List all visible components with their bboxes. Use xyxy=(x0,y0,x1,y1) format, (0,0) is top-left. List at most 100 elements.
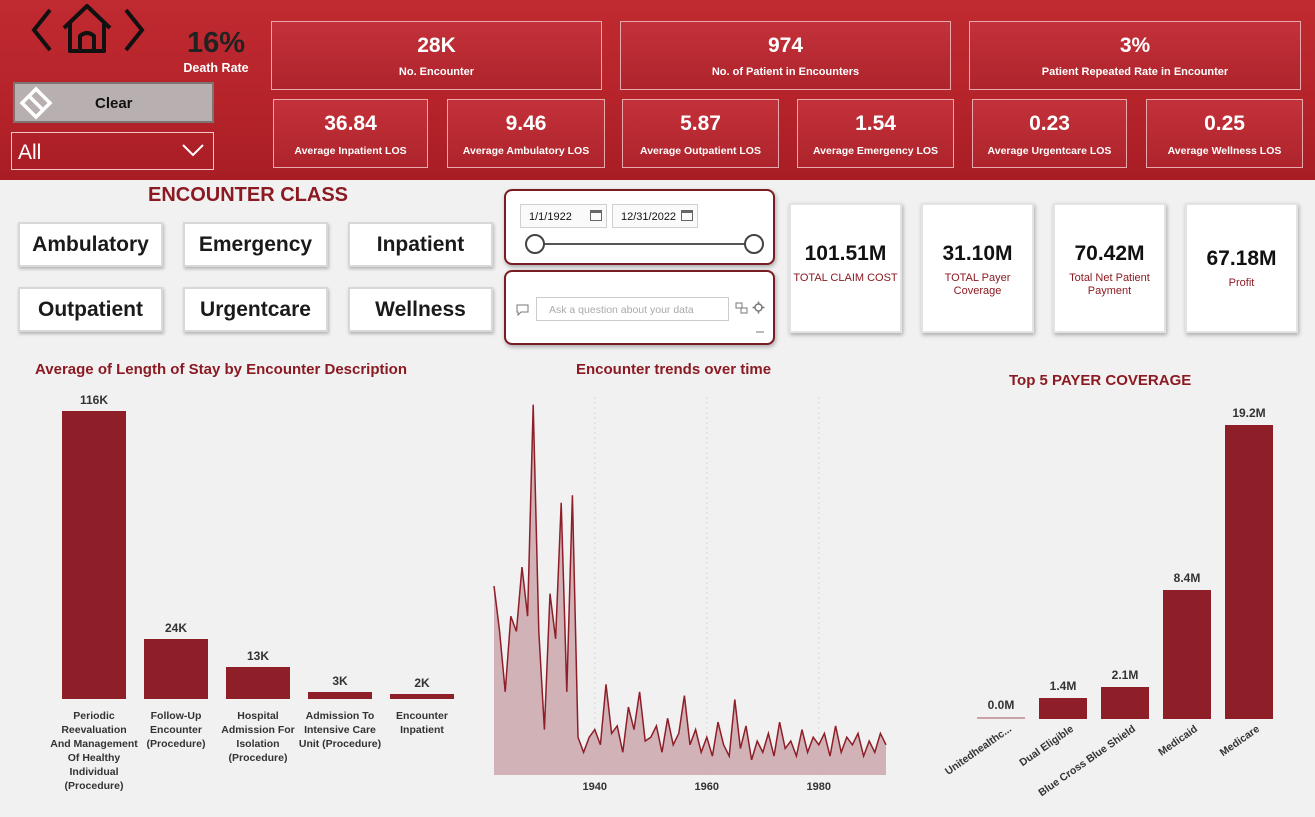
los-category-label: Admission To Intensive Care Unit (Proced… xyxy=(298,710,382,750)
trend-x-tick: 1960 xyxy=(695,781,719,793)
payer-category-label: Unitedhealthc... xyxy=(942,723,1014,778)
class-button-ambulatory[interactable]: Ambulatory xyxy=(18,222,163,267)
payer-bar[interactable] xyxy=(1225,425,1273,719)
kpi-label: Patient Repeated Rate in Encounter xyxy=(1041,66,1229,78)
class-button-inpatient[interactable]: Inpatient xyxy=(348,222,493,267)
kpi-value: 1.54 xyxy=(855,112,896,135)
calendar-icon xyxy=(681,210,693,221)
qa-placeholder: Ask a question about your data xyxy=(549,304,694,316)
card-label: TOTAL Payer Coverage xyxy=(944,272,1011,297)
kpi-no-patient: 974 No. of Patient in Encounters xyxy=(620,21,951,90)
kpi-value: 28K xyxy=(417,34,456,57)
chat-icon xyxy=(516,304,529,316)
card-value: 67.18M xyxy=(1206,247,1277,270)
los-bar-label: 24K xyxy=(164,621,187,636)
class-button-wellness[interactable]: Wellness xyxy=(348,287,493,332)
payer-bar-label: 19.2M xyxy=(1232,406,1266,420)
los-bar[interactable] xyxy=(226,666,290,699)
clear-button[interactable]: Clear xyxy=(13,82,214,123)
payer-bar[interactable] xyxy=(1039,697,1087,719)
calendar-icon xyxy=(590,210,602,221)
death-rate-label: Death Rate xyxy=(183,61,249,75)
los-bar-label: 2K xyxy=(414,676,430,691)
date-range-slicer: 1/1/1922 12/31/2022 xyxy=(504,189,775,265)
end-date-value: 12/31/2022 xyxy=(621,211,677,223)
back-arrow-icon[interactable] xyxy=(28,6,56,59)
end-date-input[interactable]: 12/31/2022 xyxy=(612,204,698,228)
kpi-label: Average Wellness LOS xyxy=(1167,145,1282,157)
los-category-label: Periodic Reevaluation And Management Of … xyxy=(50,710,138,792)
filter-dropdown[interactable]: All xyxy=(11,132,214,170)
chevron-down-icon xyxy=(182,144,204,157)
los-bar[interactable] xyxy=(144,639,208,699)
trend-area-fill xyxy=(494,404,886,775)
los-category-label: Follow-Up Encounter (Procedure) xyxy=(146,710,206,750)
card-label: TOTAL CLAIM COST xyxy=(793,272,898,284)
kpi-value: 36.84 xyxy=(324,112,377,135)
qa-explore-icon[interactable] xyxy=(735,302,748,314)
payer-chart-title: Top 5 PAYER COVERAGE xyxy=(1009,372,1192,389)
range-slider-start-handle[interactable] xyxy=(525,234,545,254)
death-rate-value: 16% xyxy=(186,27,246,59)
los-category-label: Hospital Admission For Isolation (Proced… xyxy=(221,710,295,764)
class-button-urgentcare[interactable]: Urgentcare xyxy=(183,287,328,332)
trend-x-tick: 1980 xyxy=(807,781,831,793)
payer-bar-label: 1.4M xyxy=(1049,678,1077,693)
card-label: Profit xyxy=(1228,277,1255,289)
payer-category-label: Dual Eligible xyxy=(1017,723,1076,769)
total-net-patient-payment-card: 70.42M Total Net Patient Payment xyxy=(1053,203,1166,333)
kpi-label: No. of Patient in Encounters xyxy=(711,66,860,78)
payer-category-label: Medicaid xyxy=(1156,723,1200,759)
qa-input[interactable]: Ask a question about your data xyxy=(536,297,729,321)
gear-icon[interactable] xyxy=(752,301,765,314)
los-bar-label: 13K xyxy=(246,648,269,663)
kpi-ambulatory-los: 9.46 Average Ambulatory LOS xyxy=(447,99,605,168)
trends-area-chart: 1940 1960 1980 xyxy=(493,397,887,793)
kpi-value: 5.87 xyxy=(680,112,721,135)
kpi-value: 0.25 xyxy=(1204,112,1245,135)
eraser-icon xyxy=(19,86,53,120)
los-bar-label: 116K xyxy=(79,393,109,407)
card-value: 31.10M xyxy=(942,242,1013,265)
payer-bar-label: 8.4M xyxy=(1173,571,1201,586)
total-payer-coverage-card: 31.10M TOTAL Payer Coverage xyxy=(921,203,1034,333)
kpi-label: Average Outpatient LOS xyxy=(640,145,761,157)
trend-series-line[interactable] xyxy=(493,404,887,761)
class-button-outpatient[interactable]: Outpatient xyxy=(18,287,163,332)
start-date-input[interactable]: 1/1/1922 xyxy=(520,204,607,228)
range-slider-end-handle[interactable] xyxy=(744,234,764,254)
kpi-emergency-los: 1.54 Average Emergency LOS xyxy=(797,99,954,168)
qa-panel: Ask a question about your data xyxy=(504,270,775,345)
los-category-label: Encounter Inpatient xyxy=(396,710,448,736)
los-chart-title: Average of Length of Stay by Encounter D… xyxy=(35,361,407,378)
kpi-label: Average Emergency LOS xyxy=(812,145,939,157)
payer-bar[interactable] xyxy=(1101,686,1149,719)
card-value: 101.51M xyxy=(804,242,887,265)
kpi-value: 3% xyxy=(1119,34,1151,57)
payer-bar-label: 0.0M xyxy=(987,698,1015,712)
trends-chart-title: Encounter trends over time xyxy=(576,361,772,378)
profit-card: 67.18M Profit xyxy=(1185,203,1298,333)
payer-bar[interactable] xyxy=(1163,590,1211,719)
los-bar[interactable] xyxy=(308,691,372,699)
payer-bar-label: 2.1M xyxy=(1111,667,1139,682)
kpi-label: Average Urgentcare LOS xyxy=(987,145,1112,157)
los-bar-label: 3K xyxy=(332,673,348,688)
home-icon[interactable] xyxy=(58,2,116,59)
kpi-label: Average Ambulatory LOS xyxy=(462,145,590,157)
kpi-urgentcare-los: 0.23 Average Urgentcare LOS xyxy=(972,99,1127,168)
payer-bar[interactable] xyxy=(977,717,1025,719)
los-bar[interactable] xyxy=(62,411,126,699)
los-bar[interactable] xyxy=(390,694,454,699)
kpi-wellness-los: 0.25 Average Wellness LOS xyxy=(1146,99,1303,168)
qa-minimize-icon[interactable] xyxy=(756,331,764,333)
filter-dropdown-value: All xyxy=(18,141,42,164)
total-claim-cost-card: 101.51M TOTAL CLAIM COST xyxy=(789,203,902,333)
kpi-no-encounter: 28K No. Encounter xyxy=(271,21,602,90)
class-button-emergency[interactable]: Emergency xyxy=(183,222,328,267)
clear-button-label: Clear xyxy=(95,95,133,112)
card-value: 70.42M xyxy=(1074,242,1145,265)
encounter-class-title: ENCOUNTER CLASS xyxy=(148,184,349,206)
kpi-repeated-rate: 3% Patient Repeated Rate in Encounter xyxy=(969,21,1301,90)
forward-arrow-icon[interactable] xyxy=(120,6,148,59)
